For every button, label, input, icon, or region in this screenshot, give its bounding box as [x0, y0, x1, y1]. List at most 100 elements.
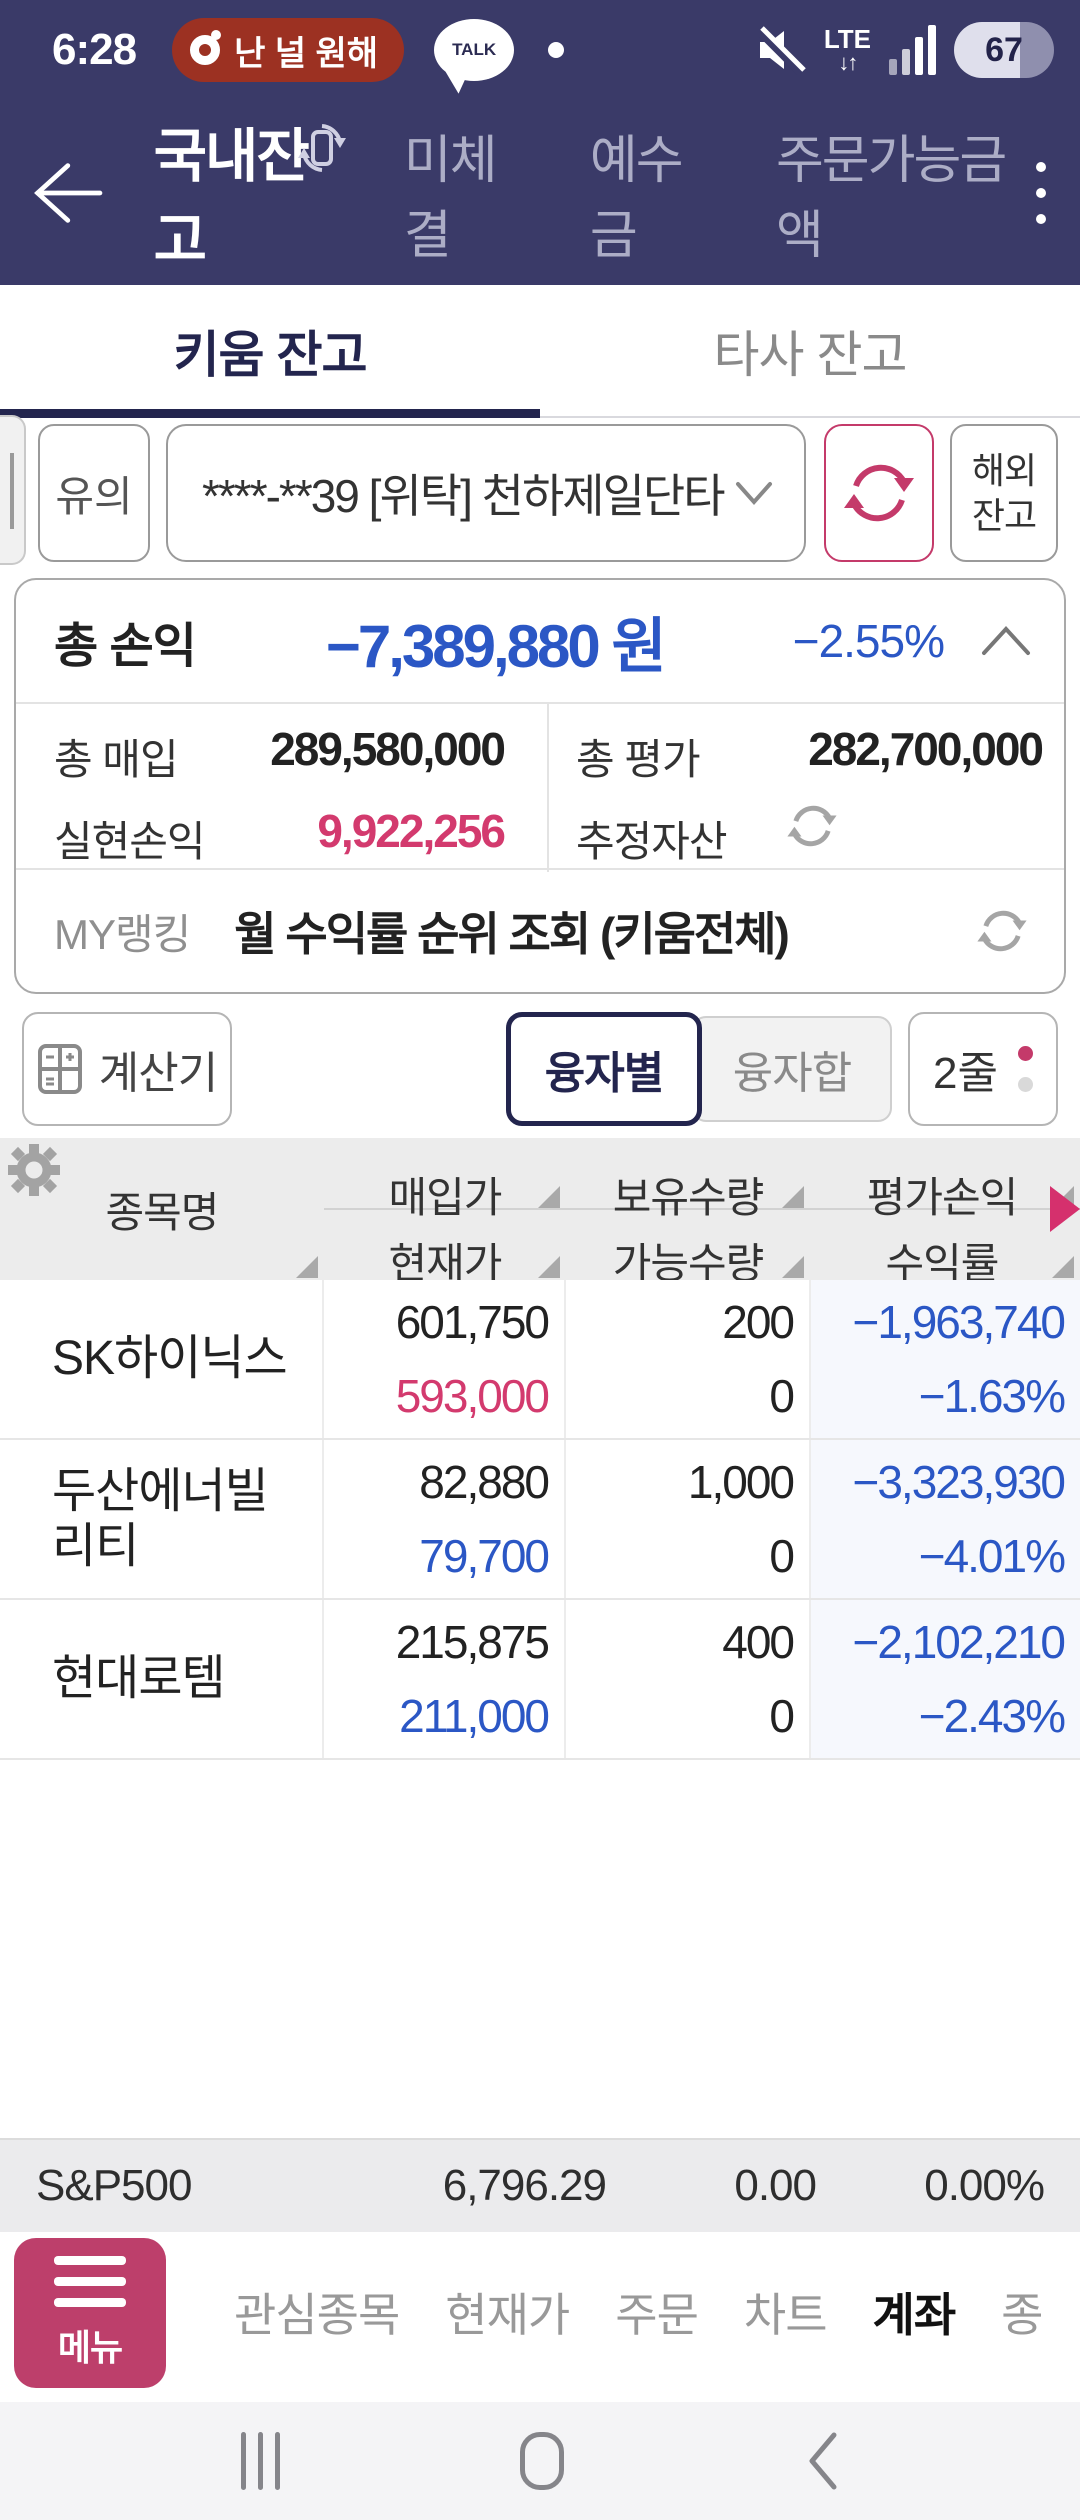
- recents-icon[interactable]: [240, 2432, 280, 2490]
- overseas-balance-button[interactable]: 해외 잔고: [950, 424, 1058, 562]
- rotate-screen-icon: [298, 124, 346, 172]
- bottom-menu: 메뉴 관심종목 현재가 주문 차트 계좌 종: [0, 2232, 1080, 2402]
- segment-loan-sum[interactable]: 융자합: [692, 1016, 892, 1122]
- menu-item-chart[interactable]: 차트: [743, 2289, 828, 2341]
- eval-pnl: −2,102,210: [852, 1616, 1066, 1668]
- return-rate: −2.43%: [918, 1690, 1066, 1742]
- header-item-unfilled[interactable]: 미체결: [403, 131, 498, 265]
- gear-icon[interactable]: [6, 1142, 62, 1198]
- account-select[interactable]: ****-**39 [위탁] 천하제일단타: [166, 424, 806, 562]
- lte-indicator: LTE ↓↑: [823, 24, 871, 75]
- estimated-asset-refresh-icon[interactable]: [786, 800, 838, 852]
- account-refresh-button[interactable]: [824, 424, 934, 562]
- stock-name: 현대로템: [0, 1600, 324, 1758]
- more-columns-arrow-icon[interactable]: [1050, 1186, 1080, 1232]
- table-row[interactable]: 두산에너빌리티 82,880 79,700 1,000 0 −3,323,930 −4…: [0, 1440, 1080, 1600]
- col-header-quantity[interactable]: 보유수량: [612, 1174, 765, 1221]
- side-drawer-handle[interactable]: [0, 415, 26, 565]
- status-icons: LTE ↓↑ 67: [754, 22, 1054, 78]
- header-item-orderable[interactable]: 주문가능금액: [775, 131, 1007, 265]
- col-header-buy-price[interactable]: 매입가: [388, 1174, 503, 1221]
- signal-bars-icon: [889, 25, 936, 75]
- current-price: 79,700: [419, 1530, 550, 1582]
- account-select-value: ****-**39 [위탁] 천하제일단타: [202, 470, 726, 522]
- menu-item-watchlist[interactable]: 관심종목: [234, 2289, 400, 2341]
- menu-item-order[interactable]: 주문: [615, 2289, 699, 2341]
- col-header-return-rate[interactable]: 수익률: [885, 1240, 1000, 1287]
- active-tab-underline: [0, 409, 540, 418]
- estimated-asset-label: 추정자산: [576, 818, 728, 865]
- total-pnl-percent: −2.55%: [792, 615, 945, 667]
- back-nav-icon[interactable]: [804, 2429, 840, 2493]
- top-navy-area: 6:28 난 널 원해 TALK LTE ↓↑: [0, 0, 1080, 285]
- android-nav-bar: [0, 2402, 1080, 2520]
- row-mode-dots-icon: [1017, 1046, 1033, 1092]
- calculator-icon: [37, 1044, 82, 1094]
- segment-by-loan[interactable]: 융자별: [506, 1012, 702, 1126]
- ranking-refresh-icon[interactable]: [976, 905, 1028, 957]
- sort-triangle-icon[interactable]: [538, 1256, 560, 1278]
- table-row[interactable]: 현대로템 215,875 211,000 400 0 −2,102,210 −2.43…: [0, 1600, 1080, 1760]
- sort-triangle-icon[interactable]: [782, 1186, 804, 1208]
- menu-item-clipped[interactable]: 종: [1001, 2289, 1043, 2341]
- holdings-table-header: 종목명 매입가 보유수량 평가손익 현재가 가능수량 수익률: [0, 1138, 1080, 1287]
- col-header-stock-name[interactable]: 종목명: [105, 1188, 220, 1236]
- total-buy-value: 289,580,000: [270, 723, 506, 775]
- status-bar: 6:28 난 널 원해 TALK LTE ↓↑: [0, 0, 1080, 100]
- bottom-menu-items: 관심종목 현재가 주문 차트 계좌 종: [216, 2232, 1080, 2392]
- header-item-deposit[interactable]: 예수금: [589, 131, 684, 265]
- kakaotalk-icon: TALK: [434, 19, 515, 81]
- menu-item-current-price[interactable]: 현재가: [445, 2289, 570, 2341]
- music-app-icon: [190, 30, 222, 65]
- notification-badge[interactable]: 난 널 원해: [172, 18, 405, 82]
- current-price: 593,000: [395, 1370, 550, 1422]
- caution-button[interactable]: 유의: [38, 424, 150, 562]
- total-pnl-value: −7,389,880 원: [325, 612, 667, 680]
- row-mode-button[interactable]: 2줄: [908, 1012, 1058, 1126]
- sort-triangle-icon[interactable]: [296, 1256, 318, 1278]
- total-eval-label: 총 평가: [576, 736, 701, 783]
- return-rate: −4.01%: [918, 1530, 1066, 1582]
- holding-qty: 400: [722, 1616, 795, 1668]
- more-menu-icon[interactable]: [1036, 161, 1046, 224]
- available-qty: 0: [769, 1530, 795, 1582]
- notification-text: 난 널 원해: [234, 34, 379, 73]
- tab-other-balance[interactable]: 타사 잔고: [713, 326, 908, 383]
- buy-price: 215,875: [395, 1616, 550, 1668]
- col-header-available-qty[interactable]: 가능수량: [612, 1240, 765, 1287]
- tab-kiwoom-balance[interactable]: 키움 잔고: [173, 326, 368, 383]
- my-ranking-row[interactable]: MY랭킹 월 수익률 순위 조회 (키움전체): [16, 868, 1064, 992]
- eval-pnl: −3,323,930: [852, 1456, 1066, 1508]
- mute-icon: [754, 26, 806, 75]
- stock-name: 두산에너빌리티: [0, 1440, 324, 1598]
- app-header: 국내잔고 미체결 예수금 주문가능금액: [0, 100, 1080, 285]
- sort-triangle-icon[interactable]: [538, 1186, 560, 1208]
- eval-pnl: −1,963,740: [852, 1296, 1066, 1348]
- holding-qty: 1,000: [687, 1456, 795, 1508]
- notification-dot-icon: [548, 42, 565, 58]
- summary-grid: 총 매입 289,580,000 총 평가 282,700,000 실현손익 9…: [16, 704, 1064, 872]
- back-button[interactable]: [30, 158, 106, 228]
- col-header-current-price[interactable]: 현재가: [388, 1240, 503, 1287]
- stock-name: SK하이닉스: [0, 1280, 324, 1438]
- home-icon[interactable]: [519, 2432, 564, 2490]
- return-rate: −1.63%: [918, 1370, 1066, 1422]
- clock: 6:28: [52, 25, 137, 74]
- main-menu-button[interactable]: 메뉴: [14, 2238, 166, 2388]
- hamburger-icon: [54, 2255, 126, 2307]
- index-ticker[interactable]: S&P500 6,796.29 0.00 0.00%: [0, 2138, 1080, 2232]
- buy-price: 601,750: [395, 1296, 550, 1348]
- sort-triangle-icon[interactable]: [1052, 1256, 1074, 1278]
- battery-indicator: 67: [954, 22, 1054, 78]
- menu-item-account[interactable]: 계좌: [872, 2289, 957, 2341]
- calculator-button[interactable]: 계산기: [22, 1012, 232, 1126]
- holding-qty: 200: [722, 1296, 795, 1348]
- collapse-chevron-icon[interactable]: [978, 623, 1034, 659]
- sort-triangle-icon[interactable]: [782, 1256, 804, 1278]
- table-row[interactable]: SK하이닉스 601,750 593,000 200 0 −1,963,740 −1.…: [0, 1280, 1080, 1440]
- summary-card: 총 손익 −7,389,880 원 −2.55% 총 매입 289,580,00…: [14, 578, 1066, 994]
- total-pnl-row: 총 손익 −7,389,880 원 −2.55%: [16, 580, 1064, 704]
- page-title[interactable]: 국내잔고: [153, 123, 310, 273]
- col-header-eval-pnl[interactable]: 평가손익: [866, 1174, 1019, 1221]
